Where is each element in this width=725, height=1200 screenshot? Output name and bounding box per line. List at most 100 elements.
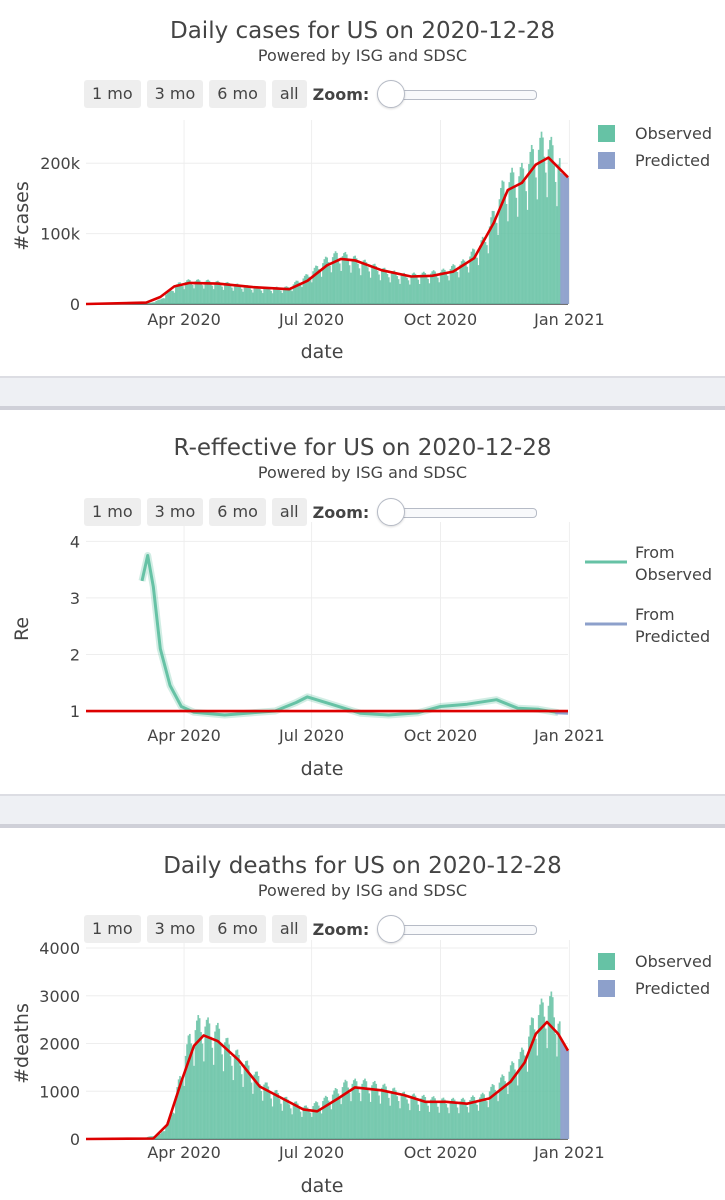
observed-bar (504, 1081, 506, 1139)
observed-bar (275, 1089, 278, 1139)
range-3mo-button[interactable]: 3 mo (146, 915, 204, 943)
observed-bar (305, 274, 307, 304)
observed-bar (551, 997, 554, 1139)
observed-bar (289, 288, 292, 304)
zoom-slider-handle[interactable] (377, 498, 406, 526)
observed-bar (326, 1096, 328, 1139)
observed-bar (441, 269, 443, 304)
observed-bar (448, 280, 450, 304)
y-tick-label: 1000 (39, 1082, 80, 1101)
cases-range-controls: 1 mo 3 mo 6 mo all Zoom: (84, 79, 538, 109)
observed-bar (424, 273, 427, 304)
reff-chart[interactable]: Apr 2020 Jul 2020 Oct 2020 Jan 2021 1 2 3 4 date… (0, 410, 725, 794)
observed-bar (222, 289, 225, 304)
zoom-slider[interactable] (377, 80, 538, 108)
observed-bar (288, 288, 291, 304)
y-axis-title: #deaths (11, 1003, 33, 1084)
observed-bar (197, 279, 200, 304)
observed-bar (494, 217, 497, 304)
from-observed-line (140, 554, 559, 717)
observed-bar (373, 263, 376, 304)
range-1mo-button[interactable]: 1 mo (84, 915, 141, 943)
reff-panel: R-effective for US on 2020-12-28 Powered… (0, 410, 725, 794)
observed-bar (218, 281, 221, 304)
observed-bar (151, 302, 153, 304)
observed-bar (226, 1037, 229, 1139)
observed-bar (250, 289, 253, 304)
observed-bar (459, 264, 462, 304)
observed-bar (322, 263, 324, 304)
observed-bar (462, 1097, 464, 1139)
observed-bar (500, 187, 502, 304)
observed-bar (327, 262, 330, 304)
observed-bar (319, 271, 321, 304)
observed-bar (498, 199, 501, 304)
observed-bar (387, 1097, 390, 1139)
observed-bar (505, 203, 508, 304)
observed-bar (357, 1087, 359, 1139)
observed-bar (179, 1075, 181, 1139)
observed-bar (211, 285, 214, 304)
observed-bar (420, 1098, 422, 1139)
observed-bar (204, 281, 207, 304)
observed-bar (165, 1125, 167, 1139)
legend-observed-label: Observed (635, 952, 712, 971)
observed-bar (484, 1098, 487, 1139)
range-1mo-button[interactable]: 1 mo (84, 80, 141, 108)
observed-bar (476, 1104, 478, 1139)
observed-bar (257, 1075, 260, 1139)
y-tick-label: 2000 (39, 1035, 80, 1054)
range-6mo-button[interactable]: 6 mo (209, 915, 266, 943)
observed-bar (309, 1112, 312, 1139)
observed-bar (350, 1101, 352, 1139)
zoom-slider-handle[interactable] (377, 80, 406, 108)
range-3mo-button[interactable]: 3 mo (146, 80, 204, 108)
range-all-button[interactable]: all (271, 80, 307, 108)
range-6mo-button[interactable]: 6 mo (209, 498, 266, 526)
observed-bar (266, 1082, 268, 1139)
observed-bar (176, 284, 179, 304)
predicted-bar (567, 177, 569, 304)
observed-bar (383, 267, 386, 304)
range-3mo-button[interactable]: 3 mo (146, 498, 204, 526)
observed-bar (194, 281, 197, 304)
observed-bar (436, 277, 439, 304)
range-all-button[interactable]: all (271, 915, 307, 943)
zoom-slider[interactable] (377, 498, 538, 526)
observed-bar (260, 1090, 263, 1139)
observed-bar (427, 278, 429, 304)
observed-bar (337, 258, 340, 304)
observed-bar (522, 168, 525, 304)
deaths-chart[interactable]: Apr 2020 Jul 2020 Oct 2020 Jan 2021 0 1000 200… (0, 828, 725, 1200)
observed-bar (180, 284, 183, 304)
x-tick-label: Apr 2020 (147, 310, 220, 329)
observed-bar (539, 1004, 541, 1139)
observed-bar (547, 149, 550, 304)
observed-bar (322, 1101, 324, 1139)
cases-chart[interactable]: Apr 2020 Jul 2020 Oct 2020 Jan 2021 0 100k 200… (0, 0, 725, 376)
observed-bar (470, 1096, 473, 1139)
observed-bar (217, 280, 219, 304)
observed-bar (198, 1018, 201, 1139)
observed-bar (252, 1093, 254, 1139)
observed-bar (505, 1085, 508, 1139)
observed-bar (211, 1047, 214, 1139)
observed-bar (302, 278, 305, 304)
observed-bar (183, 289, 186, 304)
observed-bar (425, 1101, 428, 1139)
section-divider (0, 794, 725, 828)
observed-bar (359, 1101, 362, 1139)
range-6mo-button[interactable]: 6 mo (209, 80, 266, 108)
observed-bar (287, 286, 289, 304)
observed-bar (176, 1087, 179, 1139)
observed-bar (453, 1099, 456, 1139)
range-1mo-button[interactable]: 1 mo (84, 498, 141, 526)
zoom-slider-handle[interactable] (377, 915, 406, 943)
zoom-slider[interactable] (377, 915, 538, 943)
range-all-button[interactable]: all (271, 498, 307, 526)
observed-bar (357, 263, 359, 304)
observed-bar (521, 1047, 523, 1139)
observed-bar (473, 249, 476, 304)
observed-bar (343, 1082, 345, 1139)
observed-bar (284, 286, 286, 304)
